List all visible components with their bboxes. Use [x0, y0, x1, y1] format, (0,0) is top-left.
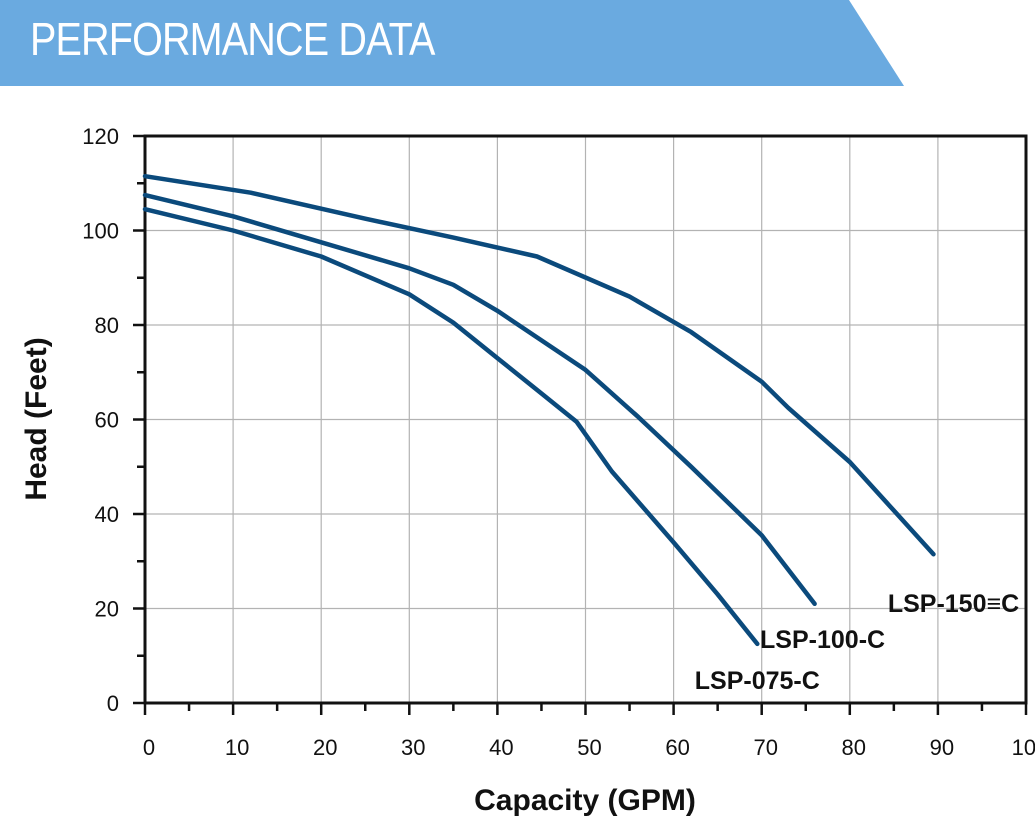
- page-title: PERFORMANCE DATA: [30, 13, 435, 65]
- x-tick-label: 20: [313, 735, 337, 760]
- banner-shape: [0, 0, 904, 86]
- x-tick-label: 100: [1012, 735, 1035, 760]
- y-tick-label: 120: [82, 124, 119, 149]
- y-tick-label: 20: [95, 597, 119, 622]
- x-tick-label: 0: [143, 735, 155, 760]
- series-line-lsp-100-c: [142, 192, 817, 607]
- x-tick-label: 70: [753, 735, 777, 760]
- x-tick-label: 10: [225, 735, 249, 760]
- axis-ticks: [133, 134, 1028, 715]
- y-tick-label: 40: [95, 502, 119, 527]
- y-tick-label: 100: [82, 219, 119, 244]
- y-tick-label: 0: [107, 691, 119, 716]
- header-banner: PERFORMANCE DATA: [0, 0, 1035, 90]
- series-label-lsp-075-c: LSP-075-C: [695, 667, 820, 695]
- y-tick-label: 80: [95, 313, 119, 338]
- x-tick-label: 90: [930, 735, 954, 760]
- chart-grid: [145, 136, 1026, 703]
- x-tick-label: 30: [401, 735, 425, 760]
- series-lines: [142, 173, 936, 647]
- series-line-lsp-150-c: [142, 173, 936, 557]
- series-label-lsp-150-c: LSP-150≡C: [888, 590, 1019, 618]
- y-tick-label: 60: [95, 408, 119, 433]
- axis-tick-labels: 0 10 20 30 40 50 60 70 80 90 100 0 20 40 60 80 100 120: [82, 124, 1035, 760]
- x-tick-label: 50: [577, 735, 601, 760]
- x-tick-label: 60: [665, 735, 689, 760]
- series-line-lsp-075-c: [142, 206, 760, 647]
- x-axis-title: Capacity (GPM): [474, 784, 696, 817]
- x-tick-label: 80: [842, 735, 866, 760]
- series-label-lsp-100-c: LSP-100-C: [760, 626, 885, 654]
- x-tick-label: 40: [489, 735, 513, 760]
- y-axis-title: Head (Feet): [20, 337, 53, 500]
